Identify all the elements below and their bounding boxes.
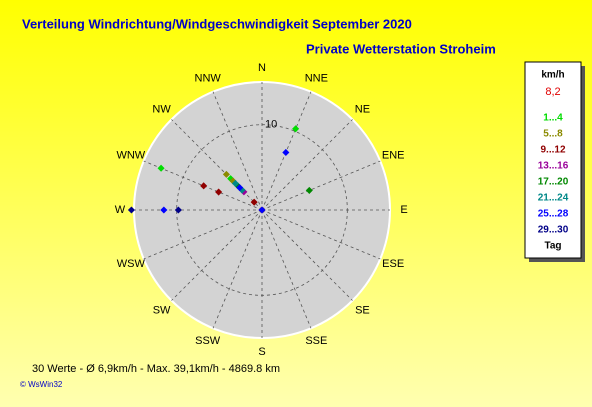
point bbox=[215, 188, 223, 196]
point bbox=[250, 198, 258, 206]
direction-label: NW bbox=[152, 103, 171, 115]
direction-label: ESE bbox=[382, 258, 404, 270]
legend-label: 9...12 bbox=[540, 145, 565, 156]
point bbox=[236, 184, 244, 192]
point bbox=[127, 206, 135, 214]
direction-label: S bbox=[258, 346, 265, 358]
r-tick-label: 10 bbox=[265, 119, 277, 131]
direction-label: SW bbox=[153, 304, 171, 316]
legend-footer: Tag bbox=[544, 241, 561, 252]
direction-label: E bbox=[400, 204, 407, 216]
direction-label: N bbox=[258, 62, 266, 74]
point bbox=[231, 179, 239, 187]
direction-label: NNE bbox=[305, 73, 328, 85]
direction-label: SSE bbox=[305, 335, 327, 347]
direction-label: WSW bbox=[117, 258, 146, 270]
legend-box bbox=[524, 61, 582, 259]
legend-label: 5...8 bbox=[543, 129, 563, 140]
legend-title: km/h bbox=[541, 70, 564, 81]
direction-label: WNW bbox=[116, 150, 145, 162]
legend-value: 8,2 bbox=[545, 86, 560, 98]
legend-label: 25...28 bbox=[538, 209, 569, 220]
grid-ring bbox=[176, 124, 348, 296]
point bbox=[258, 206, 266, 214]
point bbox=[157, 164, 165, 172]
direction-label: ENE bbox=[382, 150, 405, 162]
point bbox=[292, 125, 300, 133]
point bbox=[282, 148, 290, 156]
chart-title: Verteilung Windrichtung/Windgeschwindigk… bbox=[22, 16, 412, 31]
legend-label: 21...24 bbox=[538, 193, 569, 204]
point bbox=[200, 182, 208, 190]
chart-subtitle: Private Wetterstation Stroheim bbox=[306, 41, 496, 56]
point bbox=[174, 206, 182, 214]
direction-label: SSW bbox=[195, 335, 221, 347]
legend-label: 1...4 bbox=[543, 113, 563, 124]
legend-label: 17...20 bbox=[538, 177, 569, 188]
direction-label: NNW bbox=[195, 73, 222, 85]
point bbox=[305, 186, 313, 194]
legend-label: 13...16 bbox=[538, 161, 569, 172]
legend-label: 29...30 bbox=[538, 225, 569, 236]
copyright: © WsWin32 bbox=[20, 380, 63, 389]
direction-label: NE bbox=[355, 103, 370, 115]
footer: 30 Werte - Ø 6,9km/h - Max. 39,1km/h - 4… bbox=[32, 363, 280, 375]
point bbox=[222, 170, 230, 178]
direction-label: W bbox=[115, 204, 126, 216]
point bbox=[160, 206, 168, 214]
direction-label: SE bbox=[355, 304, 370, 316]
